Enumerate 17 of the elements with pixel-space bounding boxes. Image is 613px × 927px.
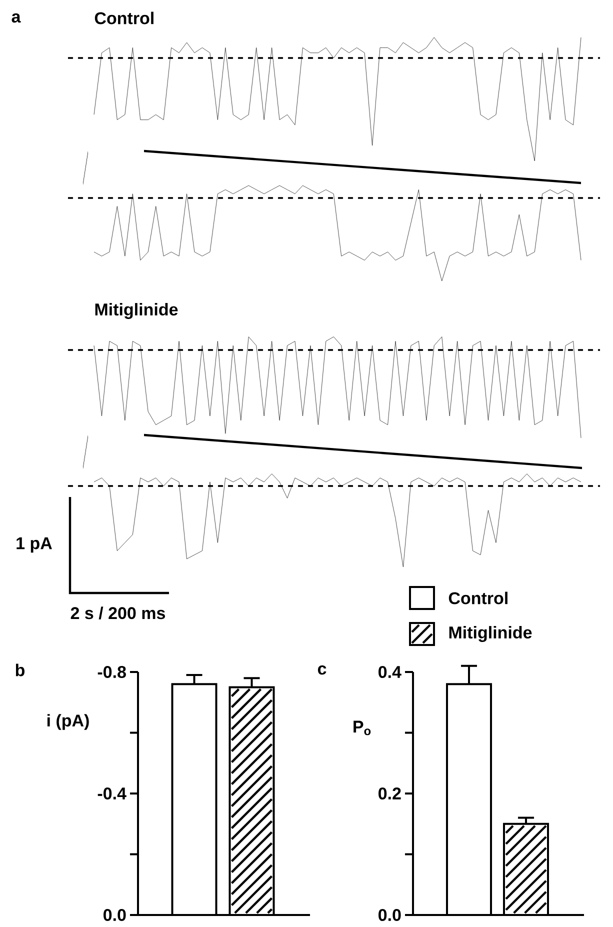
chart-title: Mitiglinide <box>95 303 178 319</box>
legend-label: Mitiglinide <box>449 626 532 642</box>
text: b <box>16 664 24 676</box>
legend-label: Control <box>448 592 508 604</box>
y-tick-label: 0.0 <box>104 908 126 922</box>
y-tick-label: 0.0 <box>378 908 401 922</box>
y-tick-label: -0.8 <box>98 666 126 678</box>
y-tick-label: -0.4 <box>98 787 126 800</box>
y-axis-title: P$_{o}$ <box>354 720 371 736</box>
y-tick-label: 0.4 <box>378 666 402 678</box>
text: c <box>318 665 326 675</box>
text: 1 pA <box>16 537 52 553</box>
chart-title: Control <box>94 12 154 24</box>
y-tick-label: 0.2 <box>378 787 401 800</box>
y-axis-title: i (pA) <box>47 714 89 730</box>
text: 2 s / 200 ms <box>70 606 166 620</box>
text: a <box>12 13 21 23</box>
